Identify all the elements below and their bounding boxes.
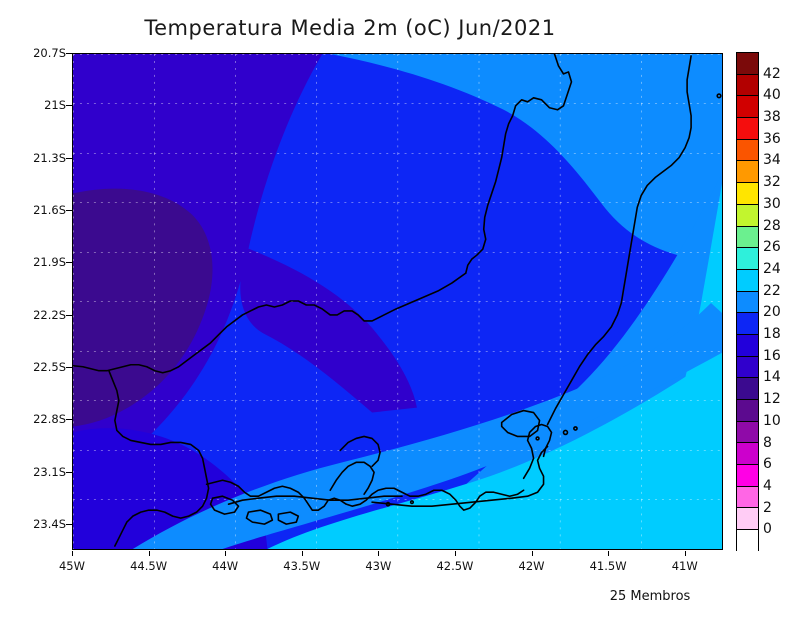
colorbar-cell[interactable] [737,313,758,335]
y-tick-mark [66,523,72,525]
page-title: Temperatura Media 2m (oC) Jun/2021 [144,16,556,40]
colorbar-tick-label: 0 [763,521,772,538]
x-tick-label: 43.5W [283,559,321,573]
x-tick-label: 41W [671,559,698,573]
colorbar-tick-label: 14 [763,369,781,386]
x-tick-label: 41.5W [589,559,627,573]
colorbar-tick-label: 16 [763,347,781,364]
map-svg [73,54,722,549]
x-tick-mark [454,551,456,556]
y-tick-label: 21S [44,98,66,113]
colorbar-cell[interactable] [737,356,758,379]
y-tick-label: 21.9S [33,255,66,270]
y-tick-label: 22.5S [33,359,66,374]
colorbar-tick-label: 36 [763,130,781,147]
x-tick-label: 44W [212,559,239,573]
y-tick-mark [66,209,72,211]
colorbar-cell[interactable] [737,118,758,140]
colorbar-tick-label: 12 [763,391,781,408]
colorbar[interactable] [736,52,759,552]
colorbar-cell[interactable] [737,530,758,552]
colorbar-cell[interactable] [737,204,758,227]
x-axis-longitude: 45W 44.5W 44W 43.5W 43W 42.5W 42W 41.5W 41W [59,551,723,581]
colorbar-cell[interactable] [737,161,758,184]
colorbar-cell[interactable] [737,508,758,531]
colorbar-tick-label: 42 [763,65,781,82]
colorbar-cell[interactable] [737,443,758,466]
y-tick-label: 22.8S [33,412,66,427]
x-tick-label: 43W [365,559,392,573]
colorbar-tick-label: 30 [763,195,781,212]
colorbar-cell[interactable] [737,378,758,400]
colorbar-tick-label: 40 [763,87,781,104]
colorbar-cell[interactable] [737,248,758,270]
y-tick-mark [66,105,72,107]
colorbar-cell[interactable] [737,269,758,292]
colorbar-cell[interactable] [737,74,758,97]
colorbar-cell[interactable] [737,226,758,249]
y-tick-mark [66,157,72,159]
colorbar-tick-label: 6 [763,456,772,473]
y-tick-label: 21.3S [33,150,66,165]
colorbar-cell[interactable] [737,291,758,314]
coastline-path [73,54,722,547]
y-axis-latitude: 20.7S 21S 21.3S 21.6S 21.9S 22.2S 22.5S 22.8S 23… [0,46,72,550]
colorbar-tick-label: 34 [763,152,781,169]
colorbar-tick-label: 18 [763,326,781,343]
y-tick-mark [66,419,72,421]
y-tick-mark [66,262,72,264]
colorbar-tick-label: 2 [763,499,772,516]
x-tick-label: 45W [58,559,86,573]
y-tick-mark [66,53,72,54]
colorbar-tick-label: 8 [763,434,772,451]
colorbar-cell[interactable] [737,53,758,75]
y-tick-mark [66,366,72,368]
colorbar-cell[interactable] [737,96,758,119]
y-tick-label: 23.1S [33,464,66,479]
colorbar-tick-label: 22 [763,282,781,299]
colorbar-cell[interactable] [737,486,758,509]
colorbar-labels: 42 40 38 36 34 32 30 28 26 24 22 20 18 16 14 12 10 8 6 4 2 0 [763,52,800,551]
y-tick-label: 22.2S [33,307,66,322]
x-tick-label: 42W [518,559,545,573]
colorbar-tick-label: 28 [763,217,781,234]
x-tick-mark [684,551,686,556]
colorbar-tick-label: 24 [763,260,781,277]
colorbar-cell[interactable] [737,421,758,444]
colorbar-tick-label: 10 [763,412,781,429]
contour-map-plot[interactable] [72,53,723,550]
colorbar-tick-label: 20 [763,304,781,321]
x-tick-mark [301,551,303,556]
x-tick-mark [148,551,150,556]
colorbar-cell[interactable] [737,400,758,422]
y-tick-mark [66,314,72,316]
colorbar-cell[interactable] [737,465,758,487]
x-tick-mark [531,551,533,556]
gridlines [73,54,722,549]
x-tick-label: 42.5W [436,559,474,573]
colorbar-tick-label: 32 [763,174,781,191]
x-tick-mark [608,551,610,556]
colorbar-tick-label: 26 [763,239,781,256]
x-tick-label: 44.5W [130,559,168,573]
x-tick-mark [225,551,227,556]
y-tick-label: 23.4S [33,516,66,531]
footer-members-count: 25 Membros [609,589,691,604]
x-tick-mark [72,551,73,556]
y-tick-label: 21.6S [33,202,66,217]
y-tick-mark [66,471,72,473]
colorbar-cell[interactable] [737,334,758,357]
colorbar-tick-label: 4 [763,477,772,494]
y-tick-label: 20.7S [33,46,66,60]
x-tick-mark [378,551,380,556]
colorbar-cell[interactable] [737,139,758,162]
colorbar-tick-label: 38 [763,109,781,126]
colorbar-cell[interactable] [737,183,758,205]
